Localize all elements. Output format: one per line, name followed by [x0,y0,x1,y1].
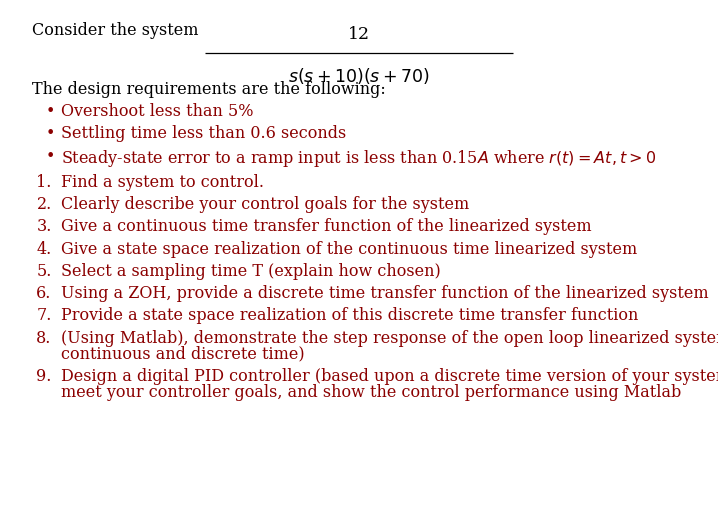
Text: Clearly describe your control goals for the system: Clearly describe your control goals for … [61,196,470,213]
Text: 7.: 7. [37,307,52,324]
Text: Overshoot less than 5%: Overshoot less than 5% [61,103,253,120]
Text: 3.: 3. [37,218,52,235]
Text: Settling time less than 0.6 seconds: Settling time less than 0.6 seconds [61,125,346,142]
Text: $s(s+10)(s+70)$: $s(s+10)(s+70)$ [288,66,430,86]
Text: (Using Matlab), demonstrate the step response of the open loop linearized system: (Using Matlab), demonstrate the step res… [61,330,718,347]
Text: 1.: 1. [37,174,52,191]
Text: 12: 12 [348,26,370,43]
Text: 4.: 4. [37,241,52,258]
Text: •: • [45,125,55,142]
Text: 2.: 2. [37,196,52,213]
Text: Give a continuous time transfer function of the linearized system: Give a continuous time transfer function… [61,218,592,235]
Text: •: • [45,148,55,165]
Text: 9.: 9. [37,368,52,385]
Text: Design a digital PID controller (based upon a discrete time version of your syst: Design a digital PID controller (based u… [61,368,718,385]
Text: continuous and discrete time): continuous and discrete time) [61,346,304,363]
Text: 8.: 8. [37,330,52,347]
Text: 5.: 5. [37,263,52,280]
Text: 6.: 6. [37,285,52,302]
Text: Provide a state space realization of this discrete time transfer function: Provide a state space realization of thi… [61,307,638,324]
Text: Steady-state error to a ramp input is less than 0.15$A$ where $r(t) = At, t > 0$: Steady-state error to a ramp input is le… [61,148,656,170]
Text: Using a ZOH, provide a discrete time transfer function of the linearized system: Using a ZOH, provide a discrete time tra… [61,285,709,302]
Text: Find a system to control.: Find a system to control. [61,174,264,191]
Text: The design requirements are the following:: The design requirements are the followin… [32,81,386,98]
Text: •: • [45,103,55,120]
Text: Consider the system: Consider the system [32,22,199,39]
Text: Give a state space realization of the continuous time linearized system: Give a state space realization of the co… [61,241,638,258]
Text: meet your controller goals, and show the control performance using Matlab: meet your controller goals, and show the… [61,384,681,401]
Text: Select a sampling time T (explain how chosen): Select a sampling time T (explain how ch… [61,263,441,280]
